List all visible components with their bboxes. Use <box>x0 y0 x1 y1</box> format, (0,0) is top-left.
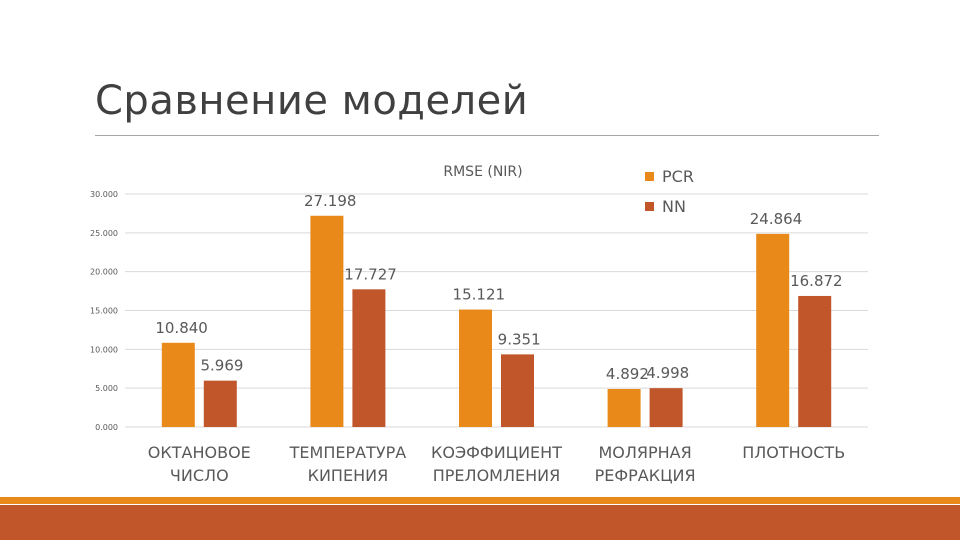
data-label: 16.872 <box>790 272 843 290</box>
legend-swatch <box>645 202 654 211</box>
bar-pcr <box>607 389 641 427</box>
category-label: ПРЕЛОМЛЕНИЯ <box>433 466 560 485</box>
data-labels: 10.840 5.969 27.198 17.727 15.121 9.351 4.8924… <box>155 192 842 383</box>
data-label: 9.351 <box>498 330 541 348</box>
footer-stripe <box>0 497 960 504</box>
data-label: 4.998 <box>646 364 689 382</box>
rmse-bar-chart: RMSE (NIR) 0.000 5.000 10.000 15.000 20.000 2… <box>90 164 868 485</box>
data-label: 5.969 <box>200 357 243 375</box>
category-labels: ОКТАНОВОЕ ЧИСЛО ТЕМПЕРАТУРА КИПЕНИЯ КОЭФФИЦИ… <box>148 443 845 485</box>
gridlines <box>125 193 868 428</box>
data-label: 24.864 <box>750 210 803 228</box>
legend: PCR NN <box>645 167 694 216</box>
category-label: РЕФРАКЦИЯ <box>595 466 696 485</box>
y-axis-ticks: 0.000 5.000 10.000 15.000 20.000 25.000 30.000 <box>90 190 118 432</box>
bars <box>161 215 832 427</box>
y-tick-label: 15.000 <box>90 307 118 316</box>
data-label: 4.892 <box>606 365 649 383</box>
y-tick-label: 10.000 <box>90 345 118 354</box>
y-tick-label: 5.000 <box>95 384 118 393</box>
legend-label: PCR <box>662 167 694 186</box>
legend-label: NN <box>662 197 686 216</box>
bar-nn <box>501 354 534 427</box>
bar-nn <box>352 289 386 427</box>
slide-title: Сравнение моделей <box>95 78 529 124</box>
category-label: МОЛЯРНАЯ <box>598 443 691 462</box>
category-label: КОЭФФИЦИЕНТ <box>431 443 562 462</box>
bar-pcr <box>459 309 492 427</box>
y-tick-label: 30.000 <box>90 190 118 199</box>
y-tick-label: 20.000 <box>90 268 118 277</box>
category-label: КИПЕНИЯ <box>308 466 389 485</box>
legend-swatch <box>645 172 654 181</box>
data-label: 27.198 <box>304 192 357 210</box>
category-label: ТЕМПЕРАТУРА <box>289 443 407 462</box>
title-divider <box>95 135 879 136</box>
bar-pcr <box>161 342 195 427</box>
bar-nn <box>798 295 832 427</box>
bar-pcr <box>756 233 790 427</box>
bar-pcr <box>310 215 344 427</box>
data-label: 15.121 <box>453 286 506 304</box>
bar-nn <box>203 380 237 427</box>
category-label: ЧИСЛО <box>170 466 229 485</box>
bar-nn <box>649 388 683 427</box>
data-label: 17.727 <box>344 265 397 283</box>
category-label: ОКТАНОВОЕ <box>148 443 251 462</box>
data-label: 10.840 <box>155 319 208 337</box>
y-tick-label: 0.000 <box>95 423 118 432</box>
chart-title: RMSE (NIR) <box>443 164 522 180</box>
footer-band <box>0 505 960 540</box>
y-tick-label: 25.000 <box>90 229 118 238</box>
category-label: ПЛОТНОСТЬ <box>742 443 845 462</box>
